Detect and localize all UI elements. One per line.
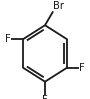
Text: F: F [5,34,11,44]
Text: Br: Br [53,1,64,11]
Text: F: F [42,95,48,99]
Text: F: F [79,63,85,73]
